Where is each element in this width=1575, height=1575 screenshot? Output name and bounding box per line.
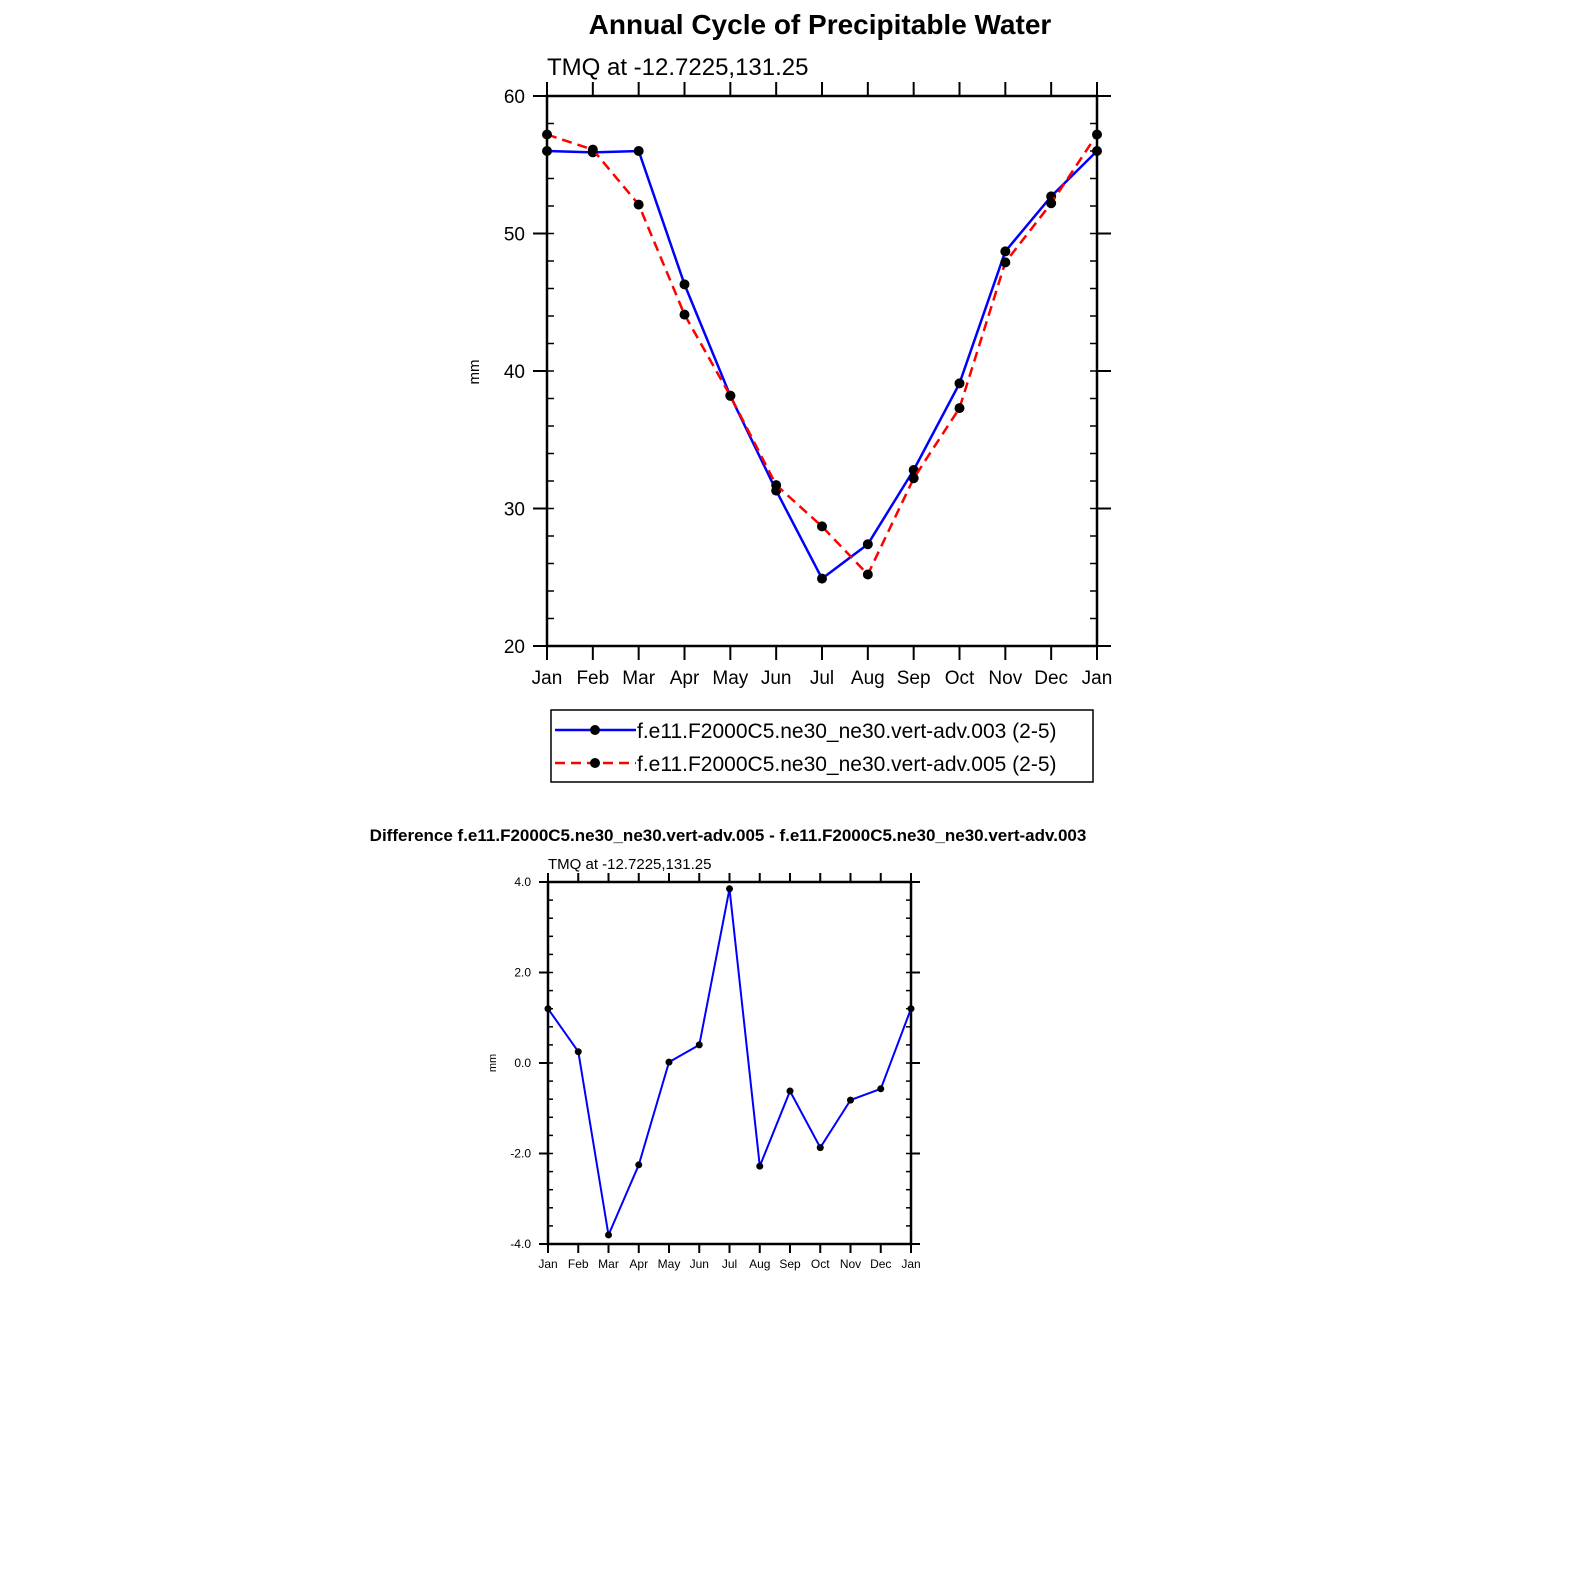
- difference-chart: Difference f.e11.F2000C5.ne30_ne30.vert-…: [370, 826, 1087, 1271]
- x-tick-label: Feb: [568, 1257, 589, 1271]
- data-point: [679, 309, 690, 320]
- data-point: [574, 1048, 582, 1056]
- x-tick-label: Jul: [722, 1257, 737, 1271]
- x-tick-label: Sep: [779, 1257, 801, 1271]
- data-point: [695, 1041, 703, 1049]
- x-tick-label: Sep: [897, 668, 931, 689]
- x-tick-label: Jun: [761, 668, 792, 689]
- data-point: [862, 569, 873, 580]
- x-tick-label: Aug: [851, 668, 885, 689]
- data-point: [633, 146, 644, 156]
- data-point: [1046, 198, 1057, 209]
- x-tick-label: Mar: [598, 1257, 619, 1271]
- data-point: [908, 473, 919, 484]
- legend-marker: [590, 725, 600, 735]
- x-tick-label: Dec: [870, 1257, 891, 1271]
- y-tick-label: 0.0: [514, 1056, 531, 1070]
- data-point: [542, 146, 552, 156]
- data-point: [954, 403, 965, 414]
- y-axis-label: mm: [466, 360, 483, 385]
- x-tick-label: Nov: [840, 1257, 861, 1271]
- data-point: [1092, 129, 1102, 140]
- data-point: [954, 378, 965, 389]
- y-tick-label: -2.0: [510, 1147, 531, 1161]
- data-point: [726, 885, 733, 893]
- x-tick-label: May: [712, 668, 748, 689]
- data-point: [605, 1231, 612, 1239]
- x-tick-label: Jan: [901, 1257, 920, 1271]
- legend-item-0: f.e11.F2000C5.ne30_ne30.vert-adv.003 (2-…: [555, 720, 1057, 743]
- x-tick-label: Jan: [532, 668, 563, 689]
- data-point: [665, 1058, 673, 1066]
- y-tick-label: 50: [504, 225, 525, 246]
- chart-title: Difference f.e11.F2000C5.ne30_ne30.vert-…: [370, 826, 1087, 845]
- data-point: [633, 199, 644, 210]
- x-tick-label: Apr: [670, 668, 700, 689]
- data-point: [907, 1005, 915, 1013]
- x-tick-label: Jul: [810, 668, 834, 689]
- data-point: [816, 1144, 824, 1152]
- y-axis-label: mm: [487, 1054, 499, 1072]
- legend-box: [550, 709, 1094, 783]
- data-point: [1000, 257, 1011, 268]
- y-tick-label: 30: [504, 500, 525, 521]
- x-tick-label: Oct: [945, 668, 975, 689]
- x-tick-label: Apr: [629, 1257, 648, 1271]
- annual-cycle-chart: Annual Cycle of Precipitable Water TMQ a…: [466, 9, 1113, 783]
- data-point: [877, 1085, 885, 1093]
- y-tick-label: 2.0: [514, 966, 531, 980]
- data-point: [786, 1087, 794, 1095]
- x-tick-label: Mar: [622, 668, 655, 689]
- chart-subtitle: TMQ at -12.7225,131.25: [548, 856, 711, 873]
- data-point: [771, 480, 782, 491]
- x-tick-label: Jan: [538, 1257, 557, 1271]
- data-point: [587, 144, 598, 155]
- y-tick-label: 60: [504, 87, 525, 108]
- data-point: [544, 1005, 552, 1013]
- data-point: [817, 521, 827, 532]
- x-tick-label: May: [658, 1257, 681, 1271]
- legend-label: f.e11.F2000C5.ne30_ne30.vert-adv.005 (2-…: [637, 753, 1057, 776]
- chart-title: Annual Cycle of Precipitable Water: [589, 9, 1052, 40]
- data-point: [679, 279, 690, 290]
- data-point: [862, 539, 873, 550]
- x-tick-label: Nov: [988, 668, 1022, 689]
- legend-marker: [590, 758, 600, 768]
- y-tick-label: -4.0: [510, 1237, 531, 1251]
- data-point: [725, 390, 736, 401]
- x-tick-label: Feb: [576, 668, 609, 689]
- legend-item-1: f.e11.F2000C5.ne30_ne30.vert-adv.005 (2-…: [555, 753, 1057, 776]
- data-point: [1092, 146, 1102, 156]
- data-point: [1000, 246, 1011, 257]
- data-point: [635, 1161, 643, 1169]
- y-tick-label: 40: [504, 362, 525, 383]
- x-tick-label: Jun: [690, 1257, 709, 1271]
- x-tick-label: Jan: [1082, 668, 1113, 689]
- data-point: [817, 573, 827, 584]
- chart-subtitle: TMQ at -12.7225,131.25: [547, 54, 809, 81]
- data-point: [847, 1096, 854, 1104]
- y-tick-label: 20: [504, 637, 525, 658]
- legend-label: f.e11.F2000C5.ne30_ne30.vert-adv.003 (2-…: [637, 720, 1057, 743]
- x-tick-label: Dec: [1034, 668, 1068, 689]
- data-point: [756, 1162, 764, 1170]
- data-point: [542, 129, 552, 140]
- legend: f.e11.F2000C5.ne30_ne30.vert-adv.003 (2-…: [550, 709, 1094, 783]
- x-tick-label: Oct: [811, 1257, 830, 1271]
- y-tick-label: 4.0: [514, 875, 531, 889]
- x-tick-label: Aug: [749, 1257, 770, 1271]
